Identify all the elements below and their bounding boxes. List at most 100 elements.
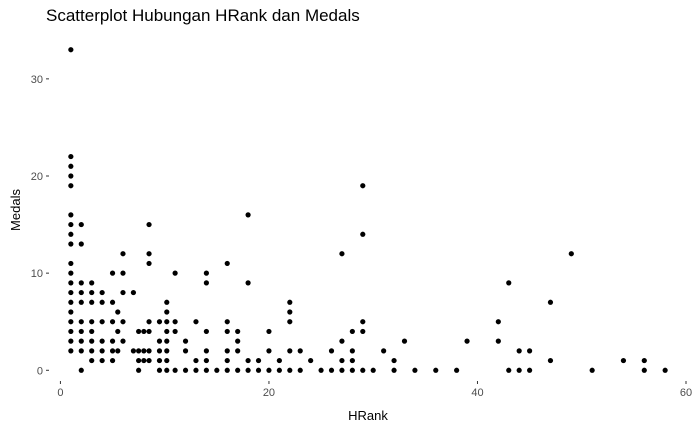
data-point (109, 319, 116, 325)
data-point (78, 367, 84, 373)
data-point (339, 338, 345, 344)
data-point (68, 241, 74, 247)
data-point (203, 280, 209, 286)
data-point (464, 338, 470, 344)
data-point (287, 299, 293, 305)
data-point (68, 299, 74, 305)
data-point (391, 357, 397, 364)
data-point (78, 221, 84, 228)
data-point (78, 319, 84, 325)
data-point (120, 270, 126, 276)
data-point (516, 367, 522, 373)
data-point (318, 367, 324, 373)
data-point (339, 251, 345, 257)
data-point (495, 338, 501, 344)
data-point (245, 357, 251, 364)
data-point (130, 348, 137, 354)
y-tick-label: 0 (37, 365, 43, 377)
data-point (349, 348, 355, 354)
data-point (203, 348, 209, 354)
data-point (182, 338, 189, 344)
data-point (360, 231, 366, 237)
data-point (78, 338, 84, 344)
data-point (136, 357, 142, 364)
data-point (120, 289, 126, 296)
data-point (136, 348, 142, 354)
data-point (68, 47, 74, 53)
data-point (115, 348, 121, 354)
data-point (328, 348, 335, 354)
data-point (172, 319, 178, 325)
data-point (99, 338, 105, 344)
data-point (182, 348, 189, 354)
data-point (68, 348, 74, 354)
data-point (68, 260, 74, 267)
data-point (115, 328, 121, 335)
data-point (245, 212, 251, 218)
data-point (255, 367, 262, 373)
data-point (109, 348, 116, 354)
data-point (146, 221, 152, 228)
data-point (276, 367, 282, 373)
data-point (99, 357, 105, 364)
x-tick-label: 0 (57, 387, 63, 399)
data-point (78, 241, 84, 247)
data-point (276, 357, 282, 364)
data-point (328, 367, 335, 373)
data-point (68, 289, 74, 296)
data-point (568, 251, 574, 257)
y-tick-label: 20 (31, 171, 43, 183)
data-point (370, 367, 376, 373)
data-point (146, 357, 152, 364)
data-point (203, 357, 209, 364)
data-point (141, 328, 147, 335)
data-point (401, 338, 408, 344)
data-point (266, 348, 272, 354)
data-point (89, 348, 95, 354)
data-point (89, 319, 95, 325)
data-point (146, 348, 152, 354)
data-point (433, 367, 439, 373)
x-tick-label: 20 (263, 387, 275, 399)
data-point (360, 183, 366, 189)
data-point (182, 367, 189, 373)
data-point (68, 309, 74, 315)
data-point (115, 309, 121, 315)
data-point (164, 357, 170, 364)
data-point (156, 319, 163, 325)
data-point (164, 319, 170, 325)
data-point (287, 348, 293, 354)
data-point (516, 348, 522, 354)
data-point (89, 338, 95, 344)
data-point (109, 270, 116, 276)
data-point (68, 221, 74, 228)
data-point (224, 260, 230, 267)
data-point (99, 289, 105, 296)
data-point (89, 299, 95, 305)
data-point (339, 357, 345, 364)
x-tick-label: 40 (471, 387, 483, 399)
data-point (172, 367, 178, 373)
data-point (156, 357, 163, 364)
data-point (224, 348, 230, 354)
data-point (156, 367, 163, 373)
data-point (68, 319, 74, 325)
data-point (339, 367, 345, 373)
data-point (349, 357, 355, 364)
data-point (146, 251, 152, 257)
data-point (527, 367, 533, 373)
data-point (360, 319, 366, 325)
data-point (89, 280, 95, 286)
y-axis-title: Medals (8, 189, 23, 231)
data-point (391, 367, 397, 373)
data-point (146, 319, 152, 325)
data-point (68, 173, 74, 179)
data-point (547, 357, 554, 364)
data-point (641, 367, 647, 373)
data-point (297, 348, 303, 354)
data-point (547, 299, 554, 305)
x-tick-label: 60 (680, 387, 692, 399)
data-point (235, 348, 241, 354)
data-point (506, 367, 512, 373)
